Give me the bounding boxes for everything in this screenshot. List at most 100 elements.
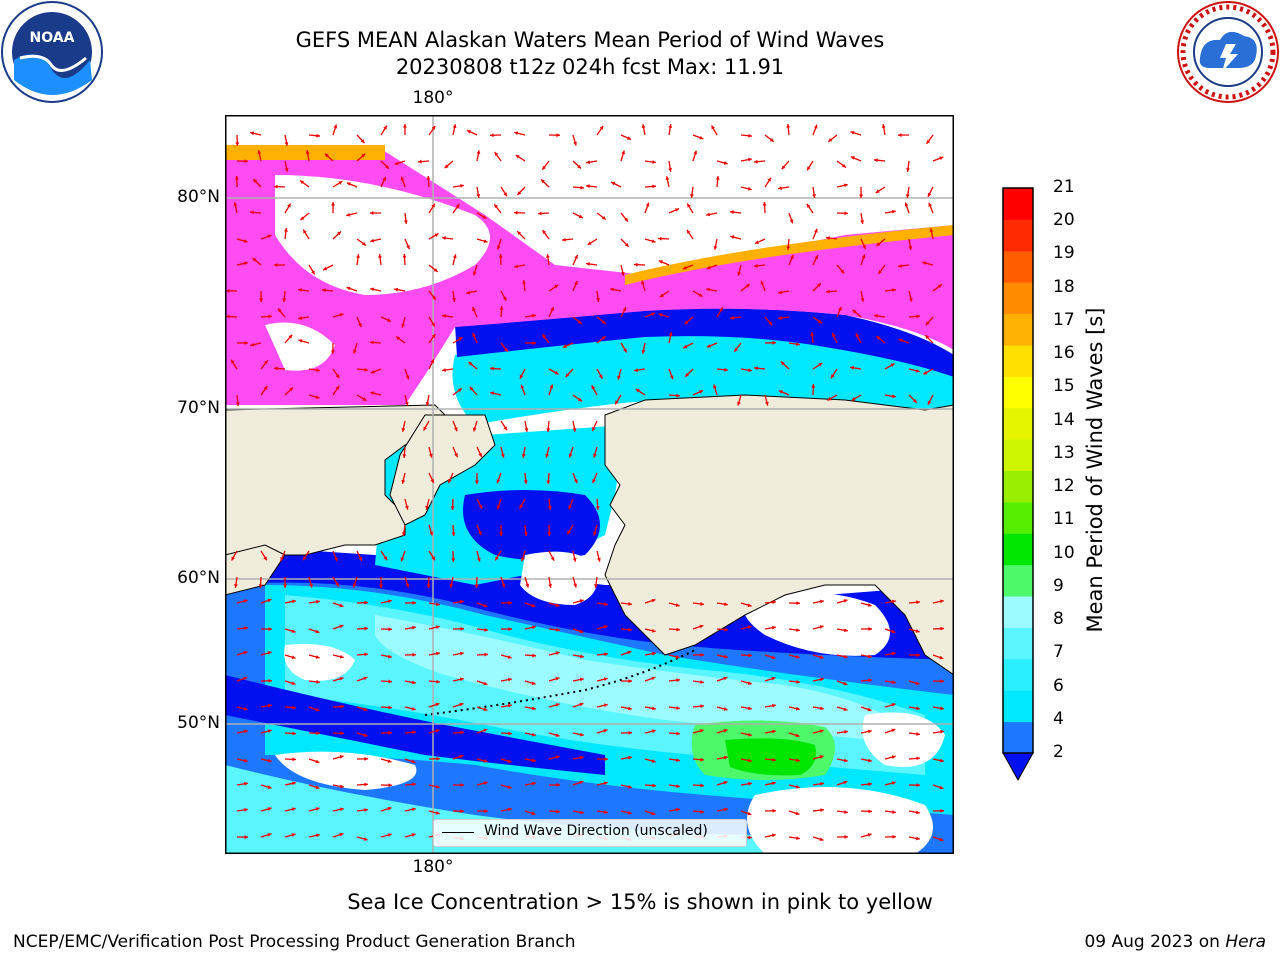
legend-line-sample (442, 832, 474, 833)
wind-arrow-head (291, 655, 296, 660)
colorbar-block (1003, 376, 1033, 409)
wind-arrow-head (554, 284, 559, 289)
wind-arrow-layer (225, 123, 945, 842)
wind-arrow-head (555, 651, 560, 655)
pacific-white-2 (275, 751, 417, 790)
wind-arrow-head (580, 654, 584, 659)
wind-arrow-head (435, 729, 440, 733)
colorbar-under-triangle (1002, 752, 1034, 782)
wind-arrow-head (844, 810, 848, 814)
wind-arrow-head (634, 262, 638, 267)
wind-arrow-head (916, 314, 920, 319)
wind-arrow-head (700, 783, 704, 788)
wind-arrow-head (876, 242, 881, 246)
wind-arrow-head (843, 183, 848, 188)
wind-arrow-head (430, 359, 435, 364)
wind-arrow-head (665, 176, 670, 181)
wind-arrow-head (772, 729, 776, 734)
wind-arrow-head (828, 138, 833, 142)
wind-arrow-head (243, 599, 248, 604)
wind-arrow-head (826, 289, 830, 294)
wind-arrow-head (723, 676, 728, 681)
wind-arrow-head (843, 599, 848, 603)
wind-arrow-head (927, 192, 932, 197)
wind-arrow-head (754, 159, 758, 164)
wind-arrow-head (483, 728, 488, 733)
wind-arrow-head (819, 837, 824, 842)
wind-arrow-head (426, 176, 431, 180)
wind-arrow-head (685, 372, 690, 377)
wind-arrow-head (925, 335, 930, 340)
wind-arrow-head (550, 306, 554, 311)
wind-arrow-head (574, 280, 578, 285)
wind-arrow-head (396, 336, 401, 341)
wind-arrow-head (818, 319, 822, 324)
wind-arrow-head (532, 706, 536, 711)
wind-arrow-head (811, 384, 816, 388)
wind-arrow-head (684, 320, 689, 325)
wind-arrow-head (844, 835, 848, 839)
aleutian-chain (424, 649, 696, 716)
wind-arrow-head (723, 780, 728, 785)
wind-arrow-head (478, 504, 483, 509)
colorbar-tick-label: 15 (1053, 376, 1075, 397)
wind-arrow-head (483, 603, 488, 608)
wind-arrow-head (547, 506, 552, 510)
wind-arrow-head (592, 426, 596, 431)
wind-arrow-head (309, 583, 313, 588)
wind-arrow-head (807, 166, 811, 171)
wind-arrow-head (483, 758, 488, 763)
wind-arrow-head (652, 651, 656, 656)
wind-arrow-head (939, 599, 944, 604)
wind-arrow-head (361, 153, 366, 158)
colorbar-tick-label: 13 (1053, 442, 1075, 463)
wind-arrow-head (315, 807, 320, 811)
wind-arrow-head (476, 557, 481, 562)
wind-arrow-head (472, 271, 477, 276)
wind-arrow-head (515, 155, 520, 159)
wind-arrow-head (675, 208, 680, 212)
wind-arrow-head (658, 236, 662, 241)
wind-arrow-head (555, 703, 560, 707)
wind-arrow-head (627, 784, 632, 789)
wind-arrow-head (233, 202, 238, 207)
wind-arrow-head (786, 124, 791, 128)
wind-arrow-head (724, 755, 728, 760)
wind-arrow-head (352, 583, 357, 588)
colorbar-tick-label: 7 (1053, 642, 1064, 663)
wind-arrow-head (411, 706, 416, 711)
wind-arrow-head (601, 336, 606, 340)
wind-arrow-head (641, 280, 645, 285)
wind-arrow-head (431, 203, 435, 208)
colorbar-tick-label: 12 (1053, 476, 1075, 497)
wind-arrow-head (796, 758, 800, 763)
wind-arrow-head (700, 602, 704, 606)
wind-arrow-head (580, 755, 584, 760)
wind-arrow-head (291, 629, 296, 633)
wind-arrow-head (568, 505, 572, 510)
wind-arrow-head (358, 323, 362, 328)
wind-arrow-head (503, 192, 507, 197)
wind-arrow-head (796, 836, 800, 840)
wind-arrow-head (760, 280, 765, 285)
wind-arrow-head (244, 807, 248, 812)
wind-arrow-head (843, 654, 848, 659)
wind-arrow-head (298, 288, 302, 292)
wind-arrow-head (652, 706, 656, 711)
wind-arrow-head (316, 133, 320, 138)
wind-arrow-head (922, 261, 927, 266)
wind-arrow-head (370, 238, 375, 243)
wind-arrow-head (337, 231, 341, 236)
wind-arrow-head (267, 729, 272, 734)
wind-arrow-head (659, 293, 664, 298)
wind-arrow-head (826, 236, 830, 240)
wind-arrow-head (658, 313, 663, 317)
wind-arrow-head (378, 254, 382, 258)
wind-arrow-head (908, 297, 913, 302)
wind-arrow-head (338, 181, 343, 185)
wind-arrow-head (423, 426, 427, 431)
pacific-green-core (725, 738, 816, 776)
wind-arrow-head (577, 164, 582, 169)
wind-arrow-head (364, 757, 368, 761)
wind-arrow-head (730, 235, 735, 239)
